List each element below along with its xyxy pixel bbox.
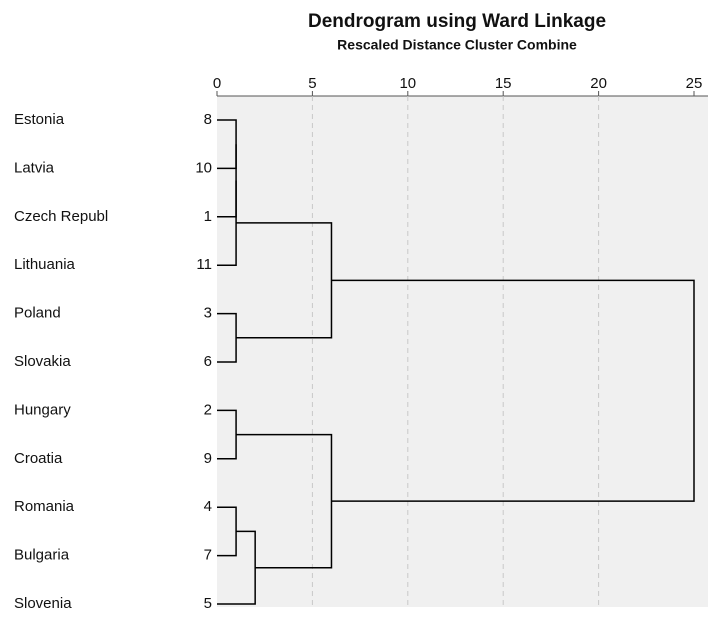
leaf-id: 5: [204, 595, 212, 612]
leaf-id: 7: [204, 547, 212, 564]
leaf-label: Estonia: [14, 111, 65, 128]
leaf-id: 2: [204, 401, 212, 418]
leaf-id: 11: [196, 256, 212, 273]
leaf-label: Hungary: [14, 401, 71, 418]
merge: [331, 279, 695, 502]
leaf-label: Slovenia: [14, 595, 72, 612]
leaf-label: Bulgaria: [14, 547, 70, 564]
leaf-label: Romania: [14, 498, 75, 515]
plot-area: [217, 96, 708, 607]
leaf-label: Czech Republ: [14, 208, 108, 225]
x-tick-label: 5: [308, 75, 316, 92]
leaf-label: Latvia: [14, 159, 55, 176]
x-tick-label: 20: [590, 75, 607, 92]
leaf-id: 10: [195, 159, 212, 176]
leaf-label: Poland: [14, 305, 61, 322]
leaf-id: 3: [204, 305, 212, 322]
leaf-id: 4: [204, 498, 212, 515]
leaf-label: Lithuania: [14, 256, 76, 273]
leaf-id: 9: [204, 450, 212, 467]
chart-title: Dendrogram using Ward Linkage: [308, 11, 606, 32]
leaf-id: 8: [204, 111, 212, 128]
x-tick-label: 10: [399, 75, 416, 92]
x-tick-label: 15: [495, 75, 512, 92]
leaf-id: 1: [204, 208, 212, 225]
chart-subtitle: Rescaled Distance Cluster Combine: [337, 37, 577, 53]
leaf-id: 6: [204, 353, 212, 370]
leaf-label: Slovakia: [14, 353, 71, 370]
x-tick-label: 25: [686, 75, 703, 92]
leaf-label: Croatia: [14, 450, 63, 467]
merge: [217, 180, 237, 266]
x-tick-label: 0: [213, 75, 221, 92]
